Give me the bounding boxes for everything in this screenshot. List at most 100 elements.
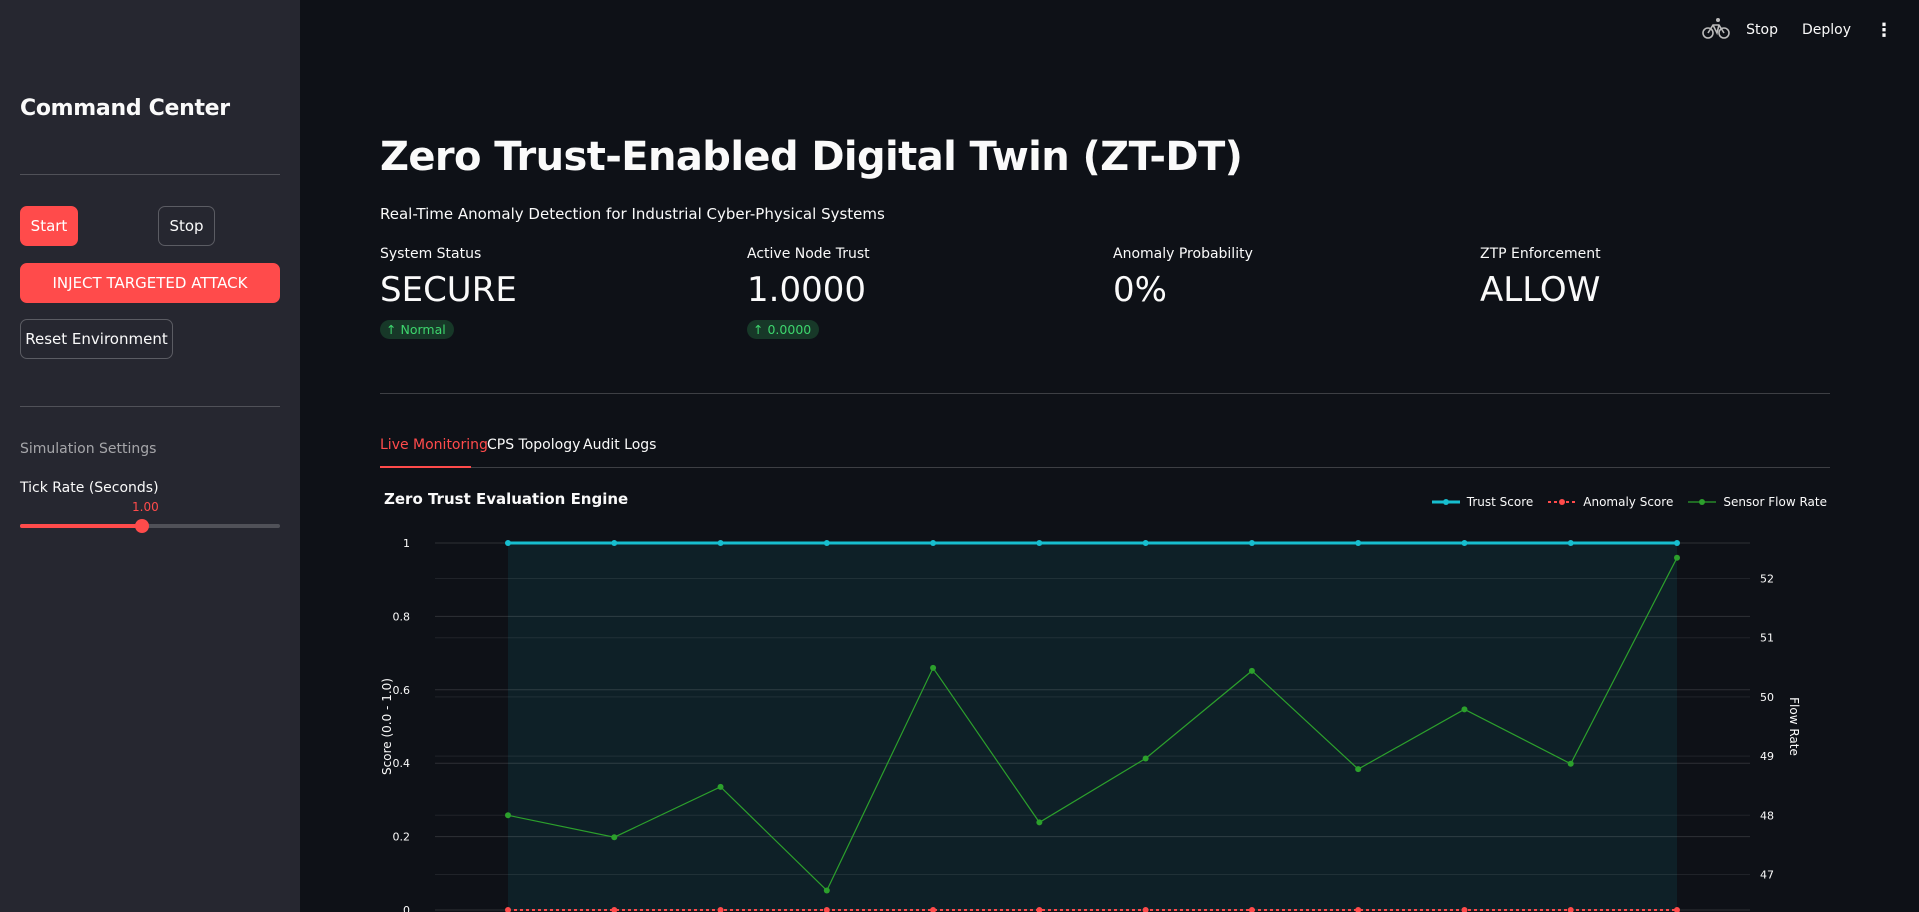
chart-legend: Trust Score Anomaly Score Sensor Flow Ra… — [1431, 495, 1827, 509]
y2-tick-label: 48 — [1760, 809, 1774, 822]
flow-rate-point — [930, 664, 937, 671]
anomaly-score-point — [1036, 907, 1043, 912]
legend-item[interactable]: Trust Score — [1431, 495, 1534, 509]
y-tick-label: 0.8 — [393, 610, 411, 623]
metric-value: SECURE — [380, 270, 517, 310]
y2-tick-label: 47 — [1760, 868, 1774, 881]
trust-score-point — [1567, 540, 1574, 546]
tab-live-monitoring[interactable]: Live Monitoring — [380, 437, 488, 453]
flow-rate-point — [1036, 819, 1043, 826]
trust-score-point — [1461, 540, 1468, 546]
tab-audit-logs[interactable]: Audit Logs — [583, 437, 657, 453]
page-subtitle: Real-Time Anomaly Detection for Industri… — [380, 205, 885, 223]
y2-tick-label: 50 — [1760, 691, 1774, 704]
reset-environment-button[interactable]: Reset Environment — [20, 319, 173, 359]
page-title: Zero Trust-Enabled Digital Twin (ZT-DT) — [380, 134, 1243, 180]
sidebar: Command Center Start Stop INJECT TARGETE… — [0, 0, 300, 912]
anomaly-score-point — [1142, 907, 1149, 912]
metric-value: 1.0000 — [747, 270, 866, 310]
y-tick-label: 0 — [403, 904, 410, 912]
flow-rate-point — [1248, 667, 1255, 674]
y2-tick-label: 52 — [1760, 573, 1774, 586]
y-tick-label: 0.4 — [393, 757, 411, 770]
anomaly-score-point — [1567, 907, 1574, 912]
metric-ztp-enforcement: ZTP Enforcement ALLOW — [1480, 246, 1840, 310]
trust-score-point — [1355, 540, 1362, 546]
y2-tick-label: 49 — [1760, 750, 1774, 763]
trust-area-fill — [508, 543, 1677, 910]
flow-rate-point — [611, 834, 618, 841]
flow-rate-point — [1142, 755, 1149, 762]
metric-value: 0% — [1113, 270, 1167, 310]
arrow-up-icon: ↑ — [386, 322, 397, 337]
metric-system-status: System Status SECURE ↑ Normal — [380, 246, 740, 339]
flow-rate-point — [1674, 554, 1680, 561]
metric-delta: ↑ 0.0000 — [747, 320, 820, 339]
content-divider — [380, 393, 1830, 394]
trust-score-point — [1036, 540, 1043, 546]
metric-delta: ↑ Normal — [380, 320, 454, 339]
flow-rate-point — [717, 783, 724, 790]
y2-tick-label: 51 — [1760, 632, 1774, 645]
settings-heading: Simulation Settings — [20, 441, 157, 457]
stop-button[interactable]: Stop — [158, 206, 215, 246]
anomaly-score-point — [611, 907, 618, 912]
anomaly-score-point — [1355, 907, 1362, 912]
trust-score-point — [1248, 540, 1255, 546]
y-axis-title: Score (0.0 - 1.0) — [380, 678, 394, 775]
metric-anomaly-probability: Anomaly Probability 0% — [1113, 246, 1473, 310]
trust-score-point — [1674, 540, 1680, 546]
trust-score-point — [611, 540, 618, 546]
slider-fill — [20, 524, 143, 528]
deploy-button[interactable]: Deploy — [1801, 22, 1851, 38]
sidebar-divider — [20, 174, 280, 175]
flow-rate-line — [507, 557, 1678, 892]
kebab-menu-icon[interactable]: ⋮ — [1875, 19, 1893, 41]
trust-score-point — [823, 540, 830, 546]
y-tick-label: 0.2 — [393, 831, 411, 844]
topbar-stop-button[interactable]: Stop — [1746, 22, 1778, 38]
legend-item[interactable]: Anomaly Score — [1547, 495, 1673, 509]
tab-cps-topology[interactable]: CPS Topology — [487, 437, 581, 453]
slider-thumb[interactable] — [135, 519, 150, 533]
top-toolbar: Stop Deploy ⋮ — [1690, 0, 1919, 60]
flow-rate-point — [823, 887, 830, 894]
anomaly-score-point — [505, 907, 511, 912]
metric-label: ZTP Enforcement — [1480, 246, 1601, 262]
trust-score-point — [717, 540, 724, 546]
sidebar-divider — [20, 406, 280, 407]
metric-label: System Status — [380, 246, 482, 262]
y-tick-label: 1 — [403, 537, 410, 550]
anomaly-score-point — [1248, 907, 1255, 912]
trust-score-point — [505, 540, 511, 546]
legend-label: Sensor Flow Rate — [1723, 495, 1827, 509]
trust-score-point — [1142, 540, 1149, 546]
tick-rate-slider[interactable] — [20, 519, 280, 533]
y-tick-label: 0.6 — [393, 684, 411, 697]
zero-trust-chart: 0 0.2 0.4 0.6 0.8 1 47 48 49 50 51 52 Score (0.0 - 1… — [380, 537, 1801, 912]
anomaly-score-point — [1461, 907, 1468, 912]
start-button[interactable]: Start — [20, 206, 78, 246]
metric-label: Active Node Trust — [747, 246, 870, 262]
tab-bar: Live Monitoring CPS Topology Audit Logs — [380, 430, 1830, 468]
flow-rate-point — [1461, 706, 1468, 713]
anomaly-score-point — [717, 907, 724, 912]
chart-title: Zero Trust Evaluation Engine — [384, 490, 629, 508]
y2-axis-title: Flow Rate — [1787, 697, 1801, 756]
legend-label: Trust Score — [1466, 495, 1534, 509]
metric-label: Anomaly Probability — [1113, 246, 1253, 262]
flow-rate-point — [505, 812, 511, 819]
trust-score-point — [930, 540, 937, 546]
legend-label: Anomaly Score — [1583, 495, 1674, 509]
inject-attack-button[interactable]: INJECT TARGETED ATTACK — [20, 263, 280, 303]
sidebar-title: Command Center — [20, 96, 230, 121]
anomaly-score-point — [823, 907, 830, 912]
metric-value: ALLOW — [1480, 270, 1601, 310]
tick-rate-label: Tick Rate (Seconds) — [20, 480, 159, 496]
legend-item[interactable]: Sensor Flow Rate — [1687, 495, 1827, 509]
delta-text: 0.0000 — [767, 322, 812, 337]
active-tab-indicator — [380, 466, 471, 468]
main-content: Stop Deploy ⋮ Zero Trust-Enabled Digital… — [300, 0, 1919, 912]
delta-text: Normal — [400, 322, 446, 337]
tick-rate-value: 1.00 — [132, 500, 159, 514]
